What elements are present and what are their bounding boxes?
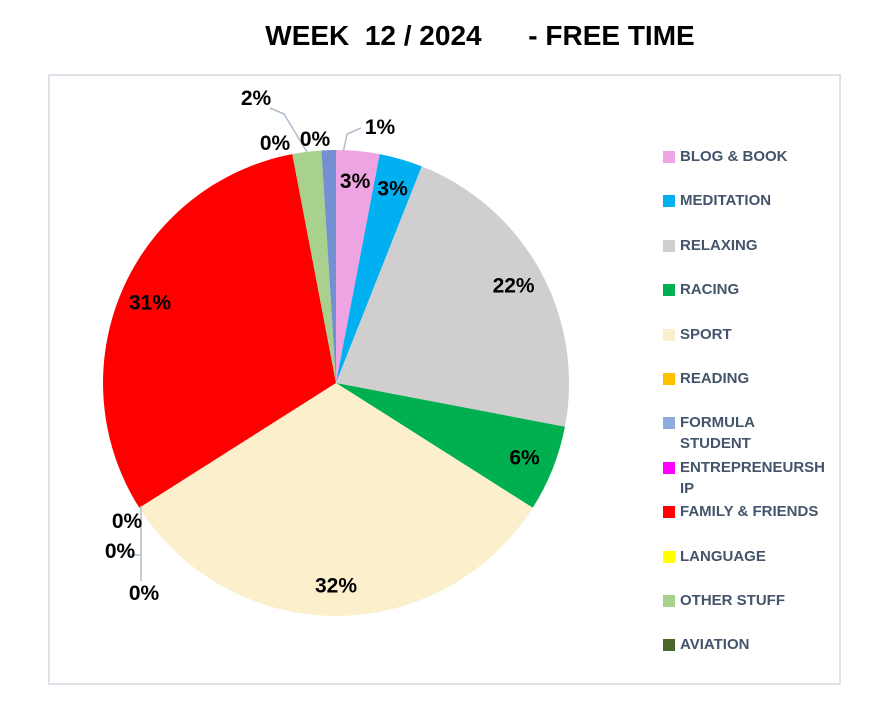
legend-label-family-friends: FAMILY & FRIENDS (680, 503, 819, 521)
legend: BLOG & BOOK MEDITATION RELAXING RACING SPORT… (50, 76, 839, 683)
legend-item-aviation[interactable]: AVIATION (663, 634, 839, 655)
legend-item-entrepreneurship[interactable]: ENTREPRENEURSH IP (663, 457, 839, 499)
pie-data-label-zero-slice-2: 0% (105, 540, 136, 563)
pie-data-label-family-friends: 31% (129, 292, 171, 315)
chart-title: WEEK 12 / 2024 - FREE TIME (265, 20, 695, 51)
legend-item-language[interactable]: LANGUAGE (663, 546, 839, 567)
pie-data-label-zero-slice-1: 0% (112, 510, 143, 533)
legend-swatch-other-stuff (663, 595, 675, 607)
legend-item-formula-student[interactable]: FORMULA STUDENT (663, 412, 839, 454)
legend-item-family-friends[interactable]: FAMILY & FRIENDS (663, 501, 839, 522)
legend-label-formula-student: FORMULA STUDENT (680, 414, 755, 453)
pie-data-label-other-stuff: 2% (241, 87, 272, 110)
legend-label-other-stuff: OTHER STUFF (680, 592, 785, 609)
legend-label-relaxing: RELAXING (680, 236, 758, 254)
pie-data-label-meditation: 3% (377, 177, 408, 200)
legend-label-entrepreneurship: ENTREPRENEURSH IP (680, 458, 826, 497)
legend-swatch-family-friends (663, 506, 675, 519)
pie-slice-sport[interactable] (139, 383, 533, 616)
pie-slice-relaxing[interactable] (336, 166, 570, 427)
pie-slice-meditation[interactable] (336, 154, 422, 383)
pie-data-label-zero-slice-4: 0% (260, 132, 291, 155)
legend-label-racing: RACING (680, 281, 740, 299)
legend-label-reading: READING (680, 370, 750, 387)
legend-swatch-meditation (663, 195, 675, 208)
pie-data-label-zero-slice-3: 0% (129, 582, 160, 605)
pie-data-label-relaxing: 22% (493, 274, 535, 297)
legend-swatch-sport (663, 328, 675, 341)
legend-swatch-language (663, 550, 675, 563)
legend-item-blog-book[interactable]: BLOG & BOOK (663, 146, 839, 167)
legend-swatch-relaxing (663, 239, 675, 252)
pie-chart: 3% 3% 22% 6% 32% 0% 0% 0% 31% 0% 2% 0% 1% (103, 87, 570, 616)
pie-data-label-sport: 32% (315, 575, 357, 598)
pie-data-label-blog-book: 3% (340, 170, 371, 193)
legend-item-racing[interactable]: RACING (663, 279, 839, 300)
legend-item-reading[interactable]: READING (663, 368, 839, 389)
legend-item-relaxing[interactable]: RELAXING (663, 235, 839, 256)
pie-data-label-zero-slice-5: 0% (300, 128, 331, 151)
label-leader-line (342, 127, 362, 154)
legend-swatch-formula-student (663, 417, 675, 430)
legend-label-meditation: MEDITATION (680, 192, 772, 210)
pie-slice-family-friends[interactable] (103, 154, 336, 508)
legend-label-sport: SPORT (680, 325, 732, 343)
pie-data-label-racing: 6% (509, 447, 540, 470)
legend-swatch-reading (663, 373, 675, 385)
legend-label-language: LANGUAGE (680, 547, 766, 565)
label-leader-line (269, 107, 308, 153)
legend-swatch-aviation (663, 639, 675, 652)
pie-slice-racing[interactable] (336, 383, 565, 508)
chart-frame: 3% 3% 22% 6% 32% 0% 0% 0% 31% 0% 2% 0% 1% BLOG & BOO… (48, 74, 841, 685)
pie-slice-formula-student[interactable] (321, 150, 336, 383)
legend-item-sport[interactable]: SPORT (663, 324, 839, 345)
pie-data-label-formula-student: 1% (365, 116, 396, 139)
legend-item-other-stuff[interactable]: OTHER STUFF (663, 590, 839, 611)
legend-label-aviation: AVIATION (680, 636, 750, 654)
legend-item-meditation[interactable]: MEDITATION (663, 190, 839, 211)
legend-swatch-entrepreneurship (663, 461, 675, 474)
pie-slice-blog-book[interactable] (336, 149, 380, 383)
legend-swatch-racing (663, 284, 675, 297)
pie-slice-other-stuff[interactable] (292, 150, 336, 384)
legend-swatch-blog-book (663, 151, 675, 163)
legend-label-blog-book: BLOG & BOOK (680, 148, 788, 165)
